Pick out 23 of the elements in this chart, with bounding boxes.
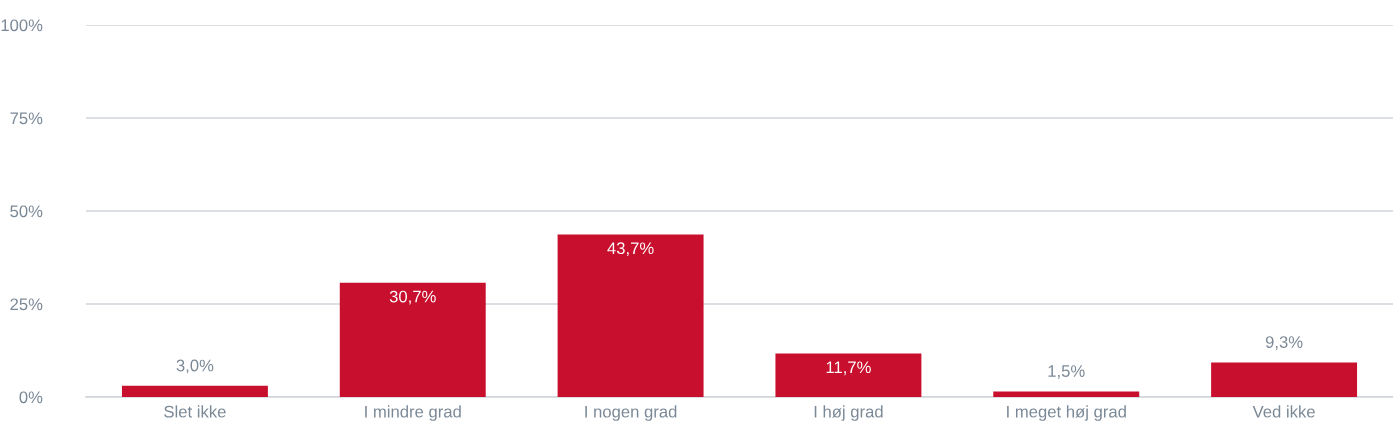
x-tick-label: I mindre grad bbox=[365, 405, 461, 421]
y-tick-label: 75% bbox=[10, 112, 43, 125]
data-label: 3,0% bbox=[176, 359, 214, 374]
y-tick-label: 0% bbox=[19, 391, 43, 404]
bar bbox=[1211, 362, 1358, 397]
bar bbox=[121, 385, 268, 397]
data-label: 11,7% bbox=[826, 361, 871, 376]
data-label: 43,7% bbox=[607, 242, 654, 257]
x-tick-label: I høj grad bbox=[814, 405, 883, 421]
x-tick-label: I meget høj grad bbox=[1007, 405, 1126, 421]
bar bbox=[775, 353, 922, 397]
y-tick-label: 100% bbox=[1, 19, 43, 32]
data-label: 1,5% bbox=[1048, 365, 1085, 379]
x-tick-label: I nogen grad bbox=[585, 405, 677, 421]
data-label: 9,3% bbox=[1265, 336, 1303, 350]
bar bbox=[557, 234, 704, 397]
bar bbox=[339, 282, 486, 397]
y-tick-label: 50% bbox=[10, 205, 43, 218]
data-label: 30,7% bbox=[389, 290, 436, 305]
x-tick-label: Slet ikke bbox=[164, 405, 226, 418]
y-tick-label: 25% bbox=[10, 298, 43, 311]
x-tick-label: Ved ikke bbox=[1252, 405, 1315, 418]
bar bbox=[993, 391, 1140, 397]
